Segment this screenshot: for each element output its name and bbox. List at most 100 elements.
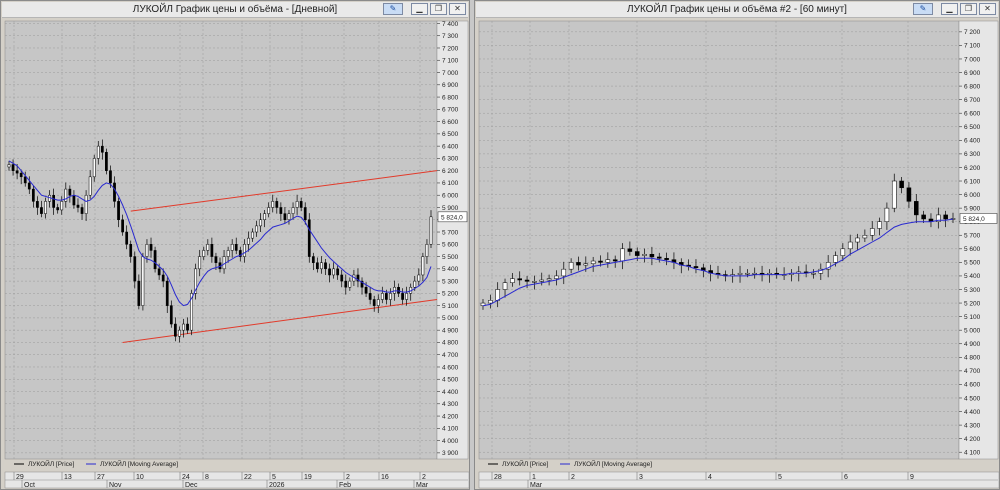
y-tick-label: 6 000 <box>964 192 981 199</box>
y-tick-label: 4 600 <box>442 364 459 371</box>
y-tick-label: 6 400 <box>964 138 981 145</box>
x-tick-label: 6 <box>844 474 848 481</box>
y-tick-label: 5 200 <box>442 291 459 298</box>
daily-chart-window[interactable]: ЛУКОЙЛ График цены и объёма - [Дневной] … <box>0 0 470 490</box>
hourly-price-chart[interactable]: 4 100 4 200 4 300 4 400 4 500 4 600 4 700 4 800… <box>476 19 1000 490</box>
candle-body <box>259 220 261 226</box>
x-tick-label: 5 <box>778 474 782 481</box>
candle-body <box>227 250 229 256</box>
pin-icon[interactable]: ✎ <box>913 3 933 15</box>
candle-body <box>77 205 79 207</box>
candle-body <box>591 261 595 264</box>
candle-body <box>32 189 34 201</box>
candle-body <box>24 177 26 183</box>
candle-body <box>158 269 160 275</box>
y-tick-label: 5 600 <box>964 246 981 253</box>
candle-body <box>73 195 75 205</box>
y-tick-label: 6 400 <box>442 143 459 150</box>
candle-body <box>628 249 632 252</box>
y-tick-label: 7 200 <box>442 45 459 52</box>
hourly-chart-area[interactable]: 4 100 4 200 4 300 4 400 4 500 4 600 4 700 4 800… <box>476 19 1000 490</box>
candle-body <box>276 201 278 207</box>
candle-body <box>113 183 115 201</box>
y-tick-label: 6 200 <box>442 168 459 175</box>
candle-body <box>178 330 180 336</box>
daily-chart-titlebar[interactable]: ЛУКОЙЛ График цены и объёма - [Дневной] … <box>2 2 468 18</box>
candle-body <box>373 300 375 306</box>
candle-body <box>841 249 845 256</box>
legend-label: ЛУКОЙЛ [Moving Average] <box>100 459 178 468</box>
last-price-label: 5 824,0 <box>963 216 985 223</box>
candle-body <box>878 222 882 229</box>
pin-icon[interactable]: ✎ <box>383 3 403 15</box>
legend-label: ЛУКОЙЛ [Price] <box>502 459 549 468</box>
candle-body <box>300 201 302 207</box>
candle-body <box>247 238 249 244</box>
candle-body <box>369 293 371 299</box>
y-tick-label: 3 900 <box>442 450 459 457</box>
candle-body <box>97 146 99 158</box>
candle-body <box>8 165 10 167</box>
candle-body <box>635 252 639 256</box>
minimize-button[interactable]: ▁ <box>941 3 958 15</box>
candle-body <box>268 207 270 213</box>
candle-body <box>518 279 522 280</box>
candle-body <box>130 244 132 256</box>
restore-button[interactable]: ❐ <box>960 3 977 15</box>
y-tick-label: 5 000 <box>964 327 981 334</box>
x-month-label: Feb <box>339 482 351 489</box>
close-button[interactable]: ✕ <box>449 3 466 15</box>
y-tick-label: 6 700 <box>442 107 459 114</box>
hourly-chart-titlebar[interactable]: ЛУКОЙЛ График цены и объёма #2 - [60 мин… <box>476 2 998 18</box>
x-month-label: Oct <box>24 482 35 489</box>
x-tick-label: 5 <box>272 474 276 481</box>
candle-body <box>203 250 205 256</box>
y-tick-label: 6 300 <box>442 156 459 163</box>
candle-body <box>150 244 152 250</box>
candle-body <box>126 232 128 244</box>
candle-body <box>341 275 343 281</box>
candle-body <box>613 260 617 261</box>
candle-body <box>547 279 551 280</box>
y-tick-label: 6 800 <box>442 94 459 101</box>
restore-button[interactable]: ❐ <box>430 3 447 15</box>
candle-body <box>863 235 867 238</box>
candle-body <box>554 276 558 279</box>
x-tick-label: 28 <box>494 474 502 481</box>
daily-price-chart[interactable]: 3 900 4 000 4 100 4 200 4 300 4 400 4 500 4 600… <box>2 19 470 490</box>
candle-body <box>61 201 63 210</box>
candle-body <box>856 238 860 242</box>
candle-body <box>576 262 580 265</box>
candle-body <box>207 244 209 250</box>
y-tick-label: 6 600 <box>442 119 459 126</box>
candle-body <box>914 201 918 215</box>
candle-body <box>304 207 306 219</box>
minimize-button[interactable]: ▁ <box>411 3 428 15</box>
x-tick-label: 13 <box>64 474 72 481</box>
candle-body <box>496 289 500 300</box>
candle-body <box>312 257 314 263</box>
y-tick-label: 4 200 <box>442 413 459 420</box>
candle-body <box>848 242 852 249</box>
y-tick-label: 5 200 <box>964 300 981 307</box>
y-tick-label: 6 100 <box>442 180 459 187</box>
x-tick-label: 19 <box>304 474 312 481</box>
last-price-label: 5 824,0 <box>441 214 463 221</box>
y-tick-label: 5 000 <box>442 315 459 322</box>
candle-body <box>397 287 399 293</box>
candle-body <box>296 201 298 207</box>
hourly-chart-window[interactable]: ЛУКОЙЛ График цены и объёма #2 - [60 мин… <box>474 0 1000 490</box>
y-tick-label: 5 300 <box>442 278 459 285</box>
candle-body <box>562 269 566 276</box>
y-tick-label: 6 500 <box>964 124 981 131</box>
y-tick-label: 4 900 <box>964 341 981 348</box>
x-month-label: Mar <box>530 482 543 489</box>
y-tick-label: 4 900 <box>442 327 459 334</box>
y-tick-label: 6 700 <box>964 97 981 104</box>
candle-body <box>40 207 42 213</box>
candle-body <box>166 281 168 306</box>
close-button[interactable]: ✕ <box>979 3 996 15</box>
candle-body <box>365 287 367 293</box>
y-tick-label: 4 400 <box>964 409 981 416</box>
daily-chart-area[interactable]: 3 900 4 000 4 100 4 200 4 300 4 400 4 500 4 600… <box>2 19 470 490</box>
